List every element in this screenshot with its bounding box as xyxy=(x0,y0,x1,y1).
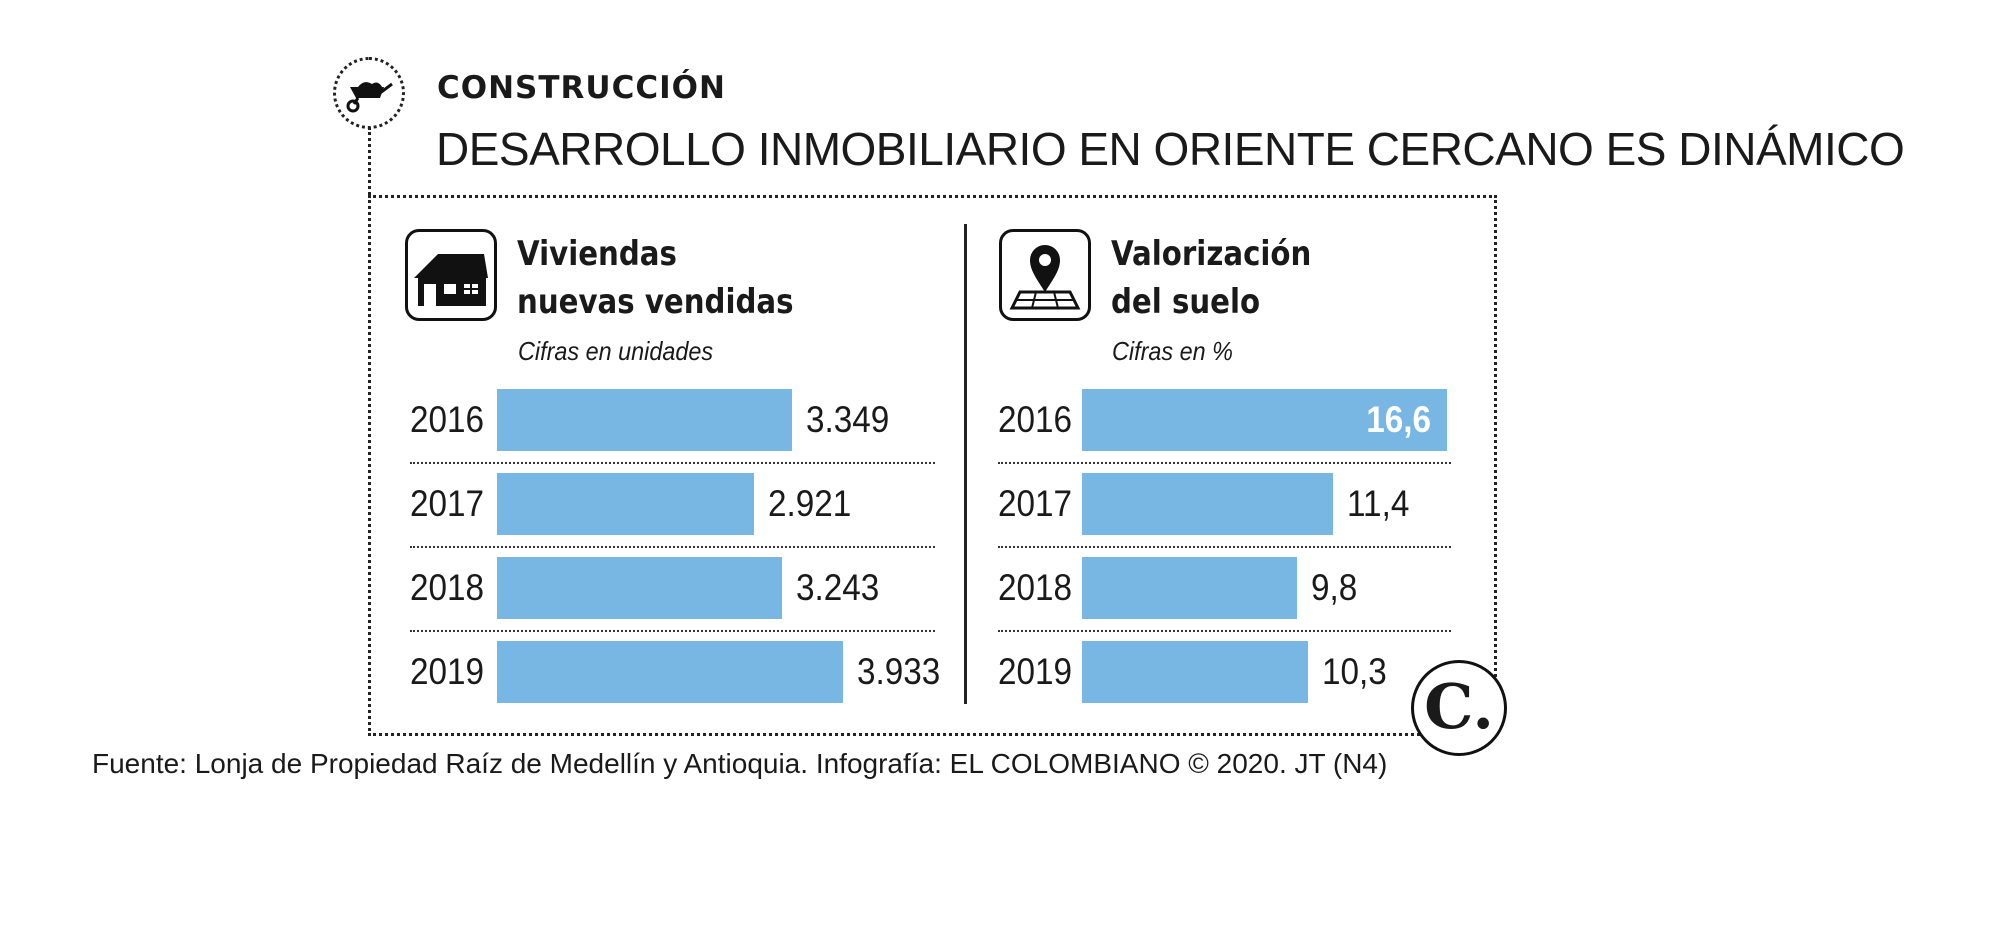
value-label: 3.349 xyxy=(806,399,890,440)
connector-line xyxy=(368,127,371,195)
year-label: 2018 xyxy=(410,567,485,608)
bar xyxy=(497,641,843,703)
wheelbarrow-icon xyxy=(333,57,405,129)
bar-row: 2017 11,4 xyxy=(998,473,1458,535)
map-pin-icon xyxy=(999,229,1091,321)
value-label: 11,4 xyxy=(1347,483,1410,524)
bar xyxy=(497,473,754,535)
source-note: Fuente: Lonja de Propiedad Raíz de Medel… xyxy=(92,748,1388,779)
bar xyxy=(497,389,792,451)
section-label: CONSTRUCCIÓN xyxy=(437,70,726,106)
infographic-frame xyxy=(368,195,1497,736)
row-separator xyxy=(998,630,1451,632)
bar-row: 2017 2.921 xyxy=(410,473,940,535)
year-label: 2016 xyxy=(410,399,485,440)
bar xyxy=(1082,557,1297,619)
row-separator xyxy=(410,546,935,548)
bar xyxy=(1082,641,1308,703)
bar-row: 2018 9,8 xyxy=(998,557,1458,619)
year-label: 2019 xyxy=(410,651,485,692)
year-label: 2017 xyxy=(998,483,1073,524)
bar-row: 2018 3.243 xyxy=(410,557,940,619)
chart-viviendas: 2016 3.349 2017 2.921 2018 3.243 2019 3.933 xyxy=(410,389,940,709)
panel-title-line1: Valorización xyxy=(1111,234,1312,274)
panel-divider xyxy=(964,224,967,704)
bar xyxy=(497,557,782,619)
panel-title-valorizacion: Valorización del suelo xyxy=(1111,230,1311,326)
value-label: 2.921 xyxy=(768,483,852,524)
year-label: 2019 xyxy=(998,651,1073,692)
bar-row: 2016 16,6 xyxy=(998,389,1458,451)
year-label: 2016 xyxy=(998,399,1073,440)
panel-title-line1: Viviendas xyxy=(517,234,677,274)
bar-row: 2019 10,3 xyxy=(998,641,1458,703)
value-label: 16,6 xyxy=(1366,399,1431,440)
year-label: 2017 xyxy=(410,483,485,524)
panel-title-line2: del suelo xyxy=(1111,282,1261,322)
year-label: 2018 xyxy=(998,567,1073,608)
house-icon xyxy=(405,229,497,321)
bar xyxy=(1082,473,1333,535)
panel-title-viviendas: Viviendas nuevas vendidas xyxy=(517,230,794,326)
panel-subtitle-viviendas: Cifras en unidades xyxy=(518,336,714,366)
headline: DESARROLLO INMOBILIARIO EN ORIENTE CERCA… xyxy=(436,123,1905,175)
value-label: 10,3 xyxy=(1322,651,1387,692)
bar-row: 2019 3.933 xyxy=(410,641,940,703)
value-label: 9,8 xyxy=(1311,567,1358,608)
row-separator xyxy=(410,630,935,632)
row-separator xyxy=(998,462,1451,464)
panel-subtitle-valorizacion: Cifras en % xyxy=(1112,336,1233,366)
panel-title-line2: nuevas vendidas xyxy=(517,282,794,322)
chart-valorizacion: 2016 16,6 2017 11,4 2018 9,8 2019 10,3 xyxy=(998,389,1458,709)
value-label: 3.243 xyxy=(796,567,880,608)
el-colombiano-logo: C. xyxy=(1411,660,1507,756)
bar-row: 2016 3.349 xyxy=(410,389,940,451)
bar xyxy=(1082,389,1447,451)
row-separator xyxy=(410,462,935,464)
value-label: 3.933 xyxy=(857,651,941,692)
row-separator xyxy=(998,546,1451,548)
